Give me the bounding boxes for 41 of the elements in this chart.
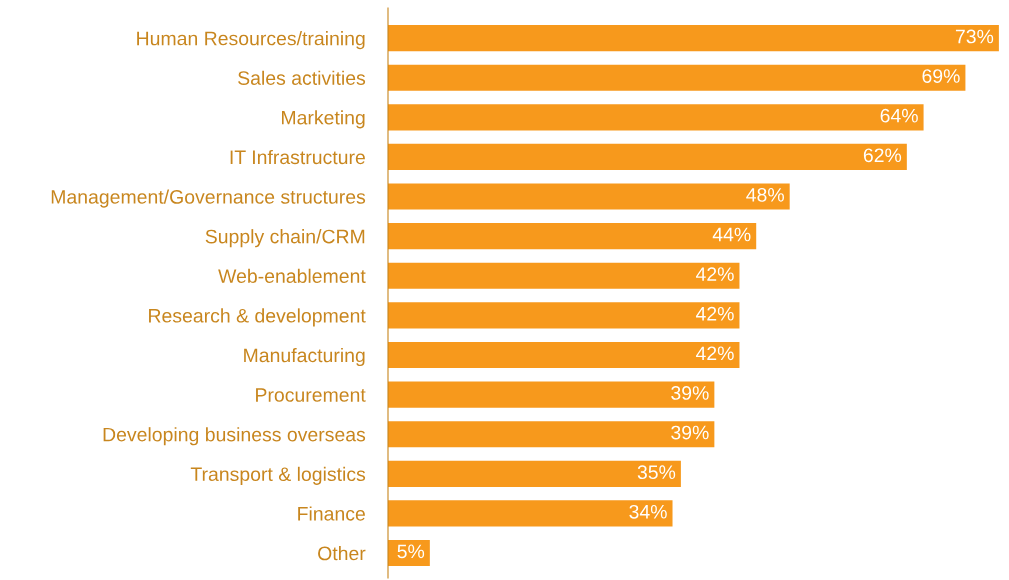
y-tick-label: Web-enablement	[218, 268, 366, 284]
bar	[388, 183, 790, 210]
data-label: 35%	[637, 465, 676, 480]
bar	[388, 500, 673, 527]
data-label: 42%	[695, 346, 734, 361]
bar	[388, 223, 757, 250]
data-label: 44%	[712, 227, 751, 242]
data-label: 64%	[880, 108, 918, 123]
bar	[388, 341, 740, 369]
data-label: 69%	[922, 69, 960, 83]
bar	[388, 421, 715, 448]
y-tick-label: Other	[318, 546, 366, 561]
y-tick-label: Marketing	[282, 110, 365, 129]
y-tick-label: Finance	[298, 506, 365, 521]
bar	[388, 25, 999, 52]
bar	[388, 302, 740, 329]
y-tick-label: Developing business overseas	[103, 427, 366, 446]
bar	[388, 64, 966, 91]
bar	[388, 262, 740, 289]
data-label: 42%	[695, 306, 734, 321]
data-label: 62%	[863, 148, 902, 163]
y-tick-label: Management/Governance structures	[51, 189, 366, 208]
data-label: 5%	[397, 544, 425, 559]
data-label: 48%	[746, 188, 784, 202]
data-label: 39%	[671, 425, 709, 440]
bar	[388, 104, 924, 131]
y-tick-label: IT Infrastructure	[230, 149, 365, 165]
bar	[388, 460, 681, 487]
data-label: 73%	[955, 29, 994, 44]
y-tick-label: Human Resources/training	[137, 31, 365, 50]
data-label: 42%	[695, 267, 734, 281]
y-tick-label: Research & development	[149, 308, 366, 327]
y-tick-label: Supply chain/CRM	[205, 229, 365, 248]
data-label: 39%	[671, 386, 709, 400]
bar	[388, 381, 715, 408]
y-tick-label: Manufacturing	[244, 347, 365, 367]
y-tick-label: Transport & logistics	[190, 466, 366, 485]
data-label: 34%	[629, 504, 667, 519]
y-tick-label: Procurement	[256, 388, 366, 402]
bar	[388, 143, 907, 171]
y-tick-label: Sales activities	[238, 70, 366, 85]
